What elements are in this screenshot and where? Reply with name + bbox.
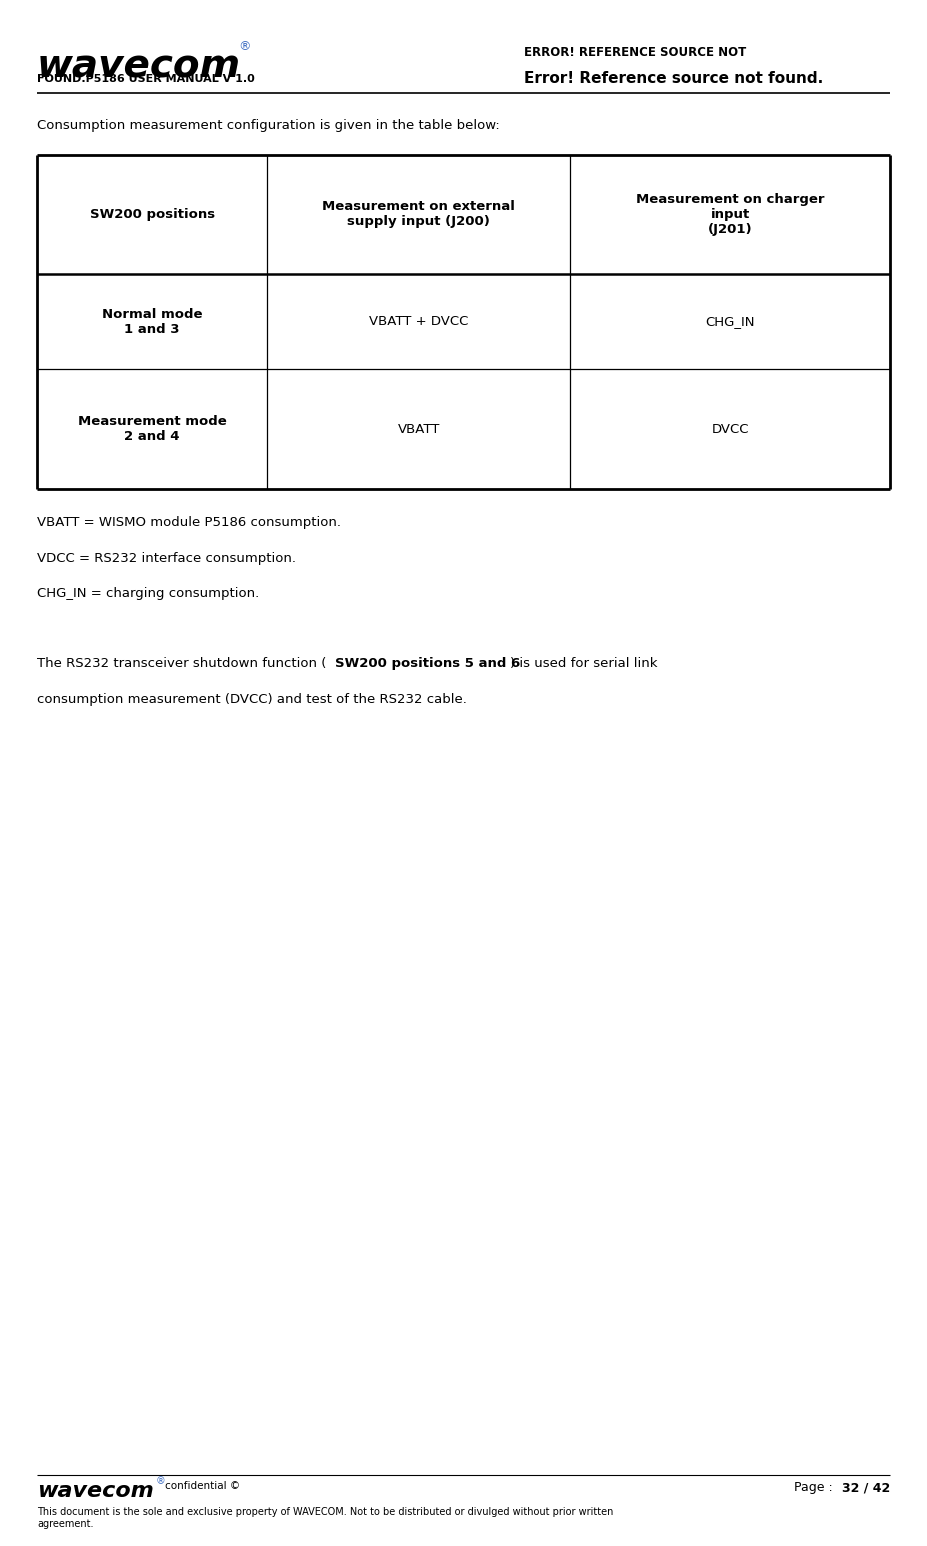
Text: VBATT + DVCC: VBATT + DVCC xyxy=(369,315,468,328)
Text: Error! Reference source not found.: Error! Reference source not found. xyxy=(524,71,823,87)
Text: consumption measurement (DVCC) and test of the RS232 cable.: consumption measurement (DVCC) and test … xyxy=(37,693,467,705)
Text: ) is used for serial link: ) is used for serial link xyxy=(510,657,657,669)
Text: Measurement on charger
input
(J201): Measurement on charger input (J201) xyxy=(636,193,824,235)
Text: ERROR! REFERENCE SOURCE NOT: ERROR! REFERENCE SOURCE NOT xyxy=(524,46,746,59)
Text: Measurement mode
2 and 4: Measurement mode 2 and 4 xyxy=(78,414,226,444)
Text: This document is the sole and exclusive property of WAVECOM. Not to be distribut: This document is the sole and exclusive … xyxy=(37,1507,614,1529)
Text: DVCC: DVCC xyxy=(711,422,749,436)
Text: SW200 positions 5 and 6: SW200 positions 5 and 6 xyxy=(335,657,520,669)
Text: 32 / 42: 32 / 42 xyxy=(842,1481,890,1493)
Text: ®: ® xyxy=(156,1476,166,1486)
Text: VDCC = RS232 interface consumption.: VDCC = RS232 interface consumption. xyxy=(37,552,296,564)
Text: Measurement on external
supply input (J200): Measurement on external supply input (J2… xyxy=(323,199,515,229)
Text: FOUND.P5186 USER MANUAL V 1.0: FOUND.P5186 USER MANUAL V 1.0 xyxy=(37,74,255,83)
Text: VBATT: VBATT xyxy=(398,422,440,436)
Text: CHG_IN = charging consumption.: CHG_IN = charging consumption. xyxy=(37,587,260,600)
Text: ®: ® xyxy=(238,40,250,53)
Text: Page :: Page : xyxy=(794,1481,836,1493)
Text: VBATT = WISMO module P5186 consumption.: VBATT = WISMO module P5186 consumption. xyxy=(37,516,341,529)
Text: Consumption measurement configuration is given in the table below:: Consumption measurement configuration is… xyxy=(37,119,500,131)
Text: wavecom: wavecom xyxy=(37,48,241,87)
Text: SW200 positions: SW200 positions xyxy=(90,207,215,221)
Text: Normal mode
1 and 3: Normal mode 1 and 3 xyxy=(102,308,202,335)
Text: confidential ©: confidential © xyxy=(165,1481,240,1490)
Text: wavecom: wavecom xyxy=(37,1481,154,1501)
Text: CHG_IN: CHG_IN xyxy=(705,315,755,328)
Text: The RS232 transceiver shutdown function (: The RS232 transceiver shutdown function … xyxy=(37,657,326,669)
